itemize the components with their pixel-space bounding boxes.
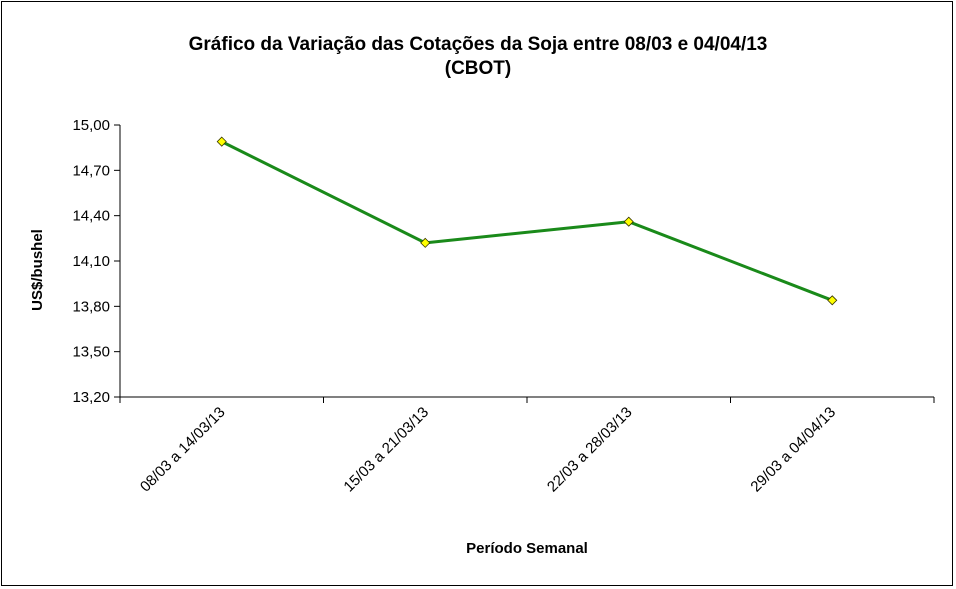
y-tick-label: 14,70 xyxy=(72,162,110,179)
chart-subtitle: (CBOT) xyxy=(444,58,512,79)
y-tick-label: 13,80 xyxy=(72,298,110,315)
data-point-marker xyxy=(420,237,431,248)
series-line xyxy=(221,140,833,302)
data-point-marker xyxy=(216,136,227,147)
y-tick-label: 14,40 xyxy=(72,208,110,225)
axes xyxy=(119,125,934,398)
series xyxy=(216,136,838,306)
y-tick-label: 15,00 xyxy=(72,117,110,134)
x-axis-label: Período Semanal xyxy=(466,540,588,557)
x-axis-ticks: 08/03 a 14/03/13 15/03 a 21/03/13 22/03 a … xyxy=(119,397,935,496)
data-point-marker xyxy=(623,216,634,227)
y-tick-label: 14,10 xyxy=(72,253,110,270)
x-tick-label: 29/03 a 04/04/13 xyxy=(747,404,839,496)
y-axis-label: US$/bushel xyxy=(29,229,46,311)
x-tick-label: 15/03 a 21/03/13 xyxy=(340,404,432,496)
y-tick-label: 13,20 xyxy=(72,389,110,406)
y-axis-ticks: 15,00 14,70 14,40 14,10 13,80 13,50 13,20 xyxy=(72,117,120,406)
y-tick-label: 13,50 xyxy=(72,344,110,361)
chart-title: Gráfico da Variação das Cotações da Soja… xyxy=(188,34,768,55)
x-tick-label: 08/03 a 14/03/13 xyxy=(137,404,229,496)
data-point-marker xyxy=(827,295,838,306)
x-tick-label: 22/03 a 28/03/13 xyxy=(544,404,636,496)
